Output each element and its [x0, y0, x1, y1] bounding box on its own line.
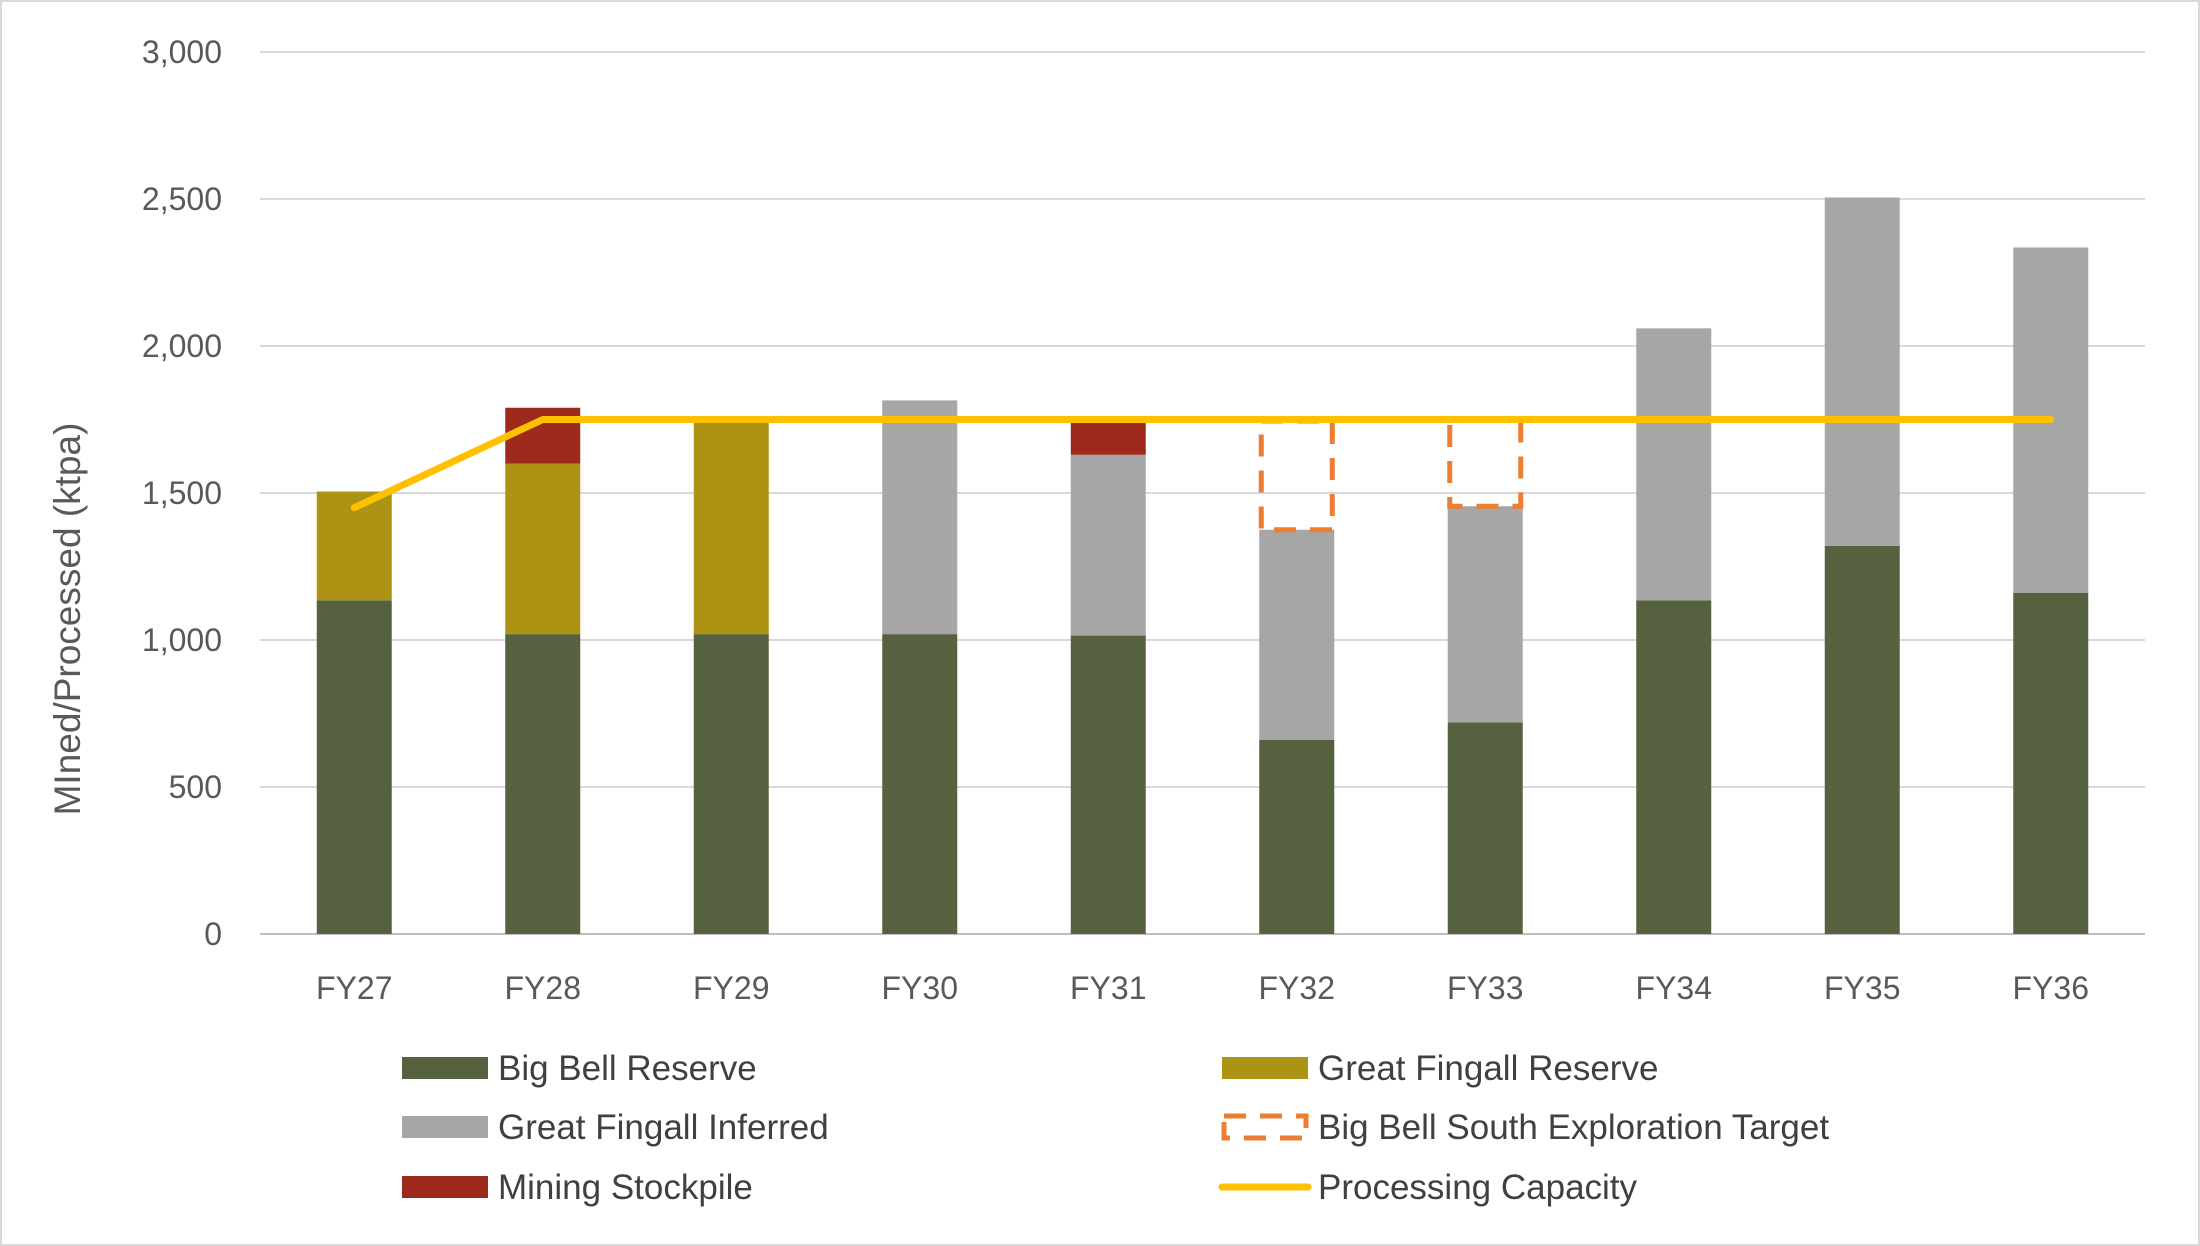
processing-capacity-line-group	[350, 416, 2055, 512]
bar-great-fingall-inferred	[1636, 328, 1712, 601]
legend-key-big-bell-south-exploration-target	[1221, 1113, 1309, 1141]
x-tick-label: FY29	[693, 970, 769, 1006]
bar-big-bell-reserve	[1447, 722, 1523, 934]
legend: Big Bell Reserve Great Fingall Reserve Gre…	[402, 1049, 1829, 1207]
bars	[316, 197, 2089, 934]
x-axis-ticks: FY27 FY28 FY29 FY30 FY31 FY32 FY33 FY34 FY35 FY36	[316, 970, 2089, 1006]
legend-label: Great Fingall Reserve	[1318, 1049, 1658, 1088]
x-tick-label: FY35	[1824, 970, 1900, 1006]
bar-big-bell-reserve	[2013, 592, 2089, 934]
bar-big-bell-reserve	[1259, 739, 1335, 934]
legend-key-great-fingall-inferred	[402, 1116, 488, 1138]
y-tick-label: 0	[204, 916, 222, 952]
x-tick-label: FY27	[316, 970, 392, 1006]
bar-big-bell-reserve	[1824, 545, 1900, 934]
legend-label: Great Fingall Inferred	[498, 1108, 829, 1147]
bar-great-fingall-inferred	[1824, 197, 1900, 546]
x-tick-label: FY34	[1636, 970, 1712, 1006]
bar-great-fingall-inferred	[882, 400, 958, 635]
y-tick-label: 2,000	[142, 328, 222, 364]
y-tick-label: 500	[169, 769, 222, 805]
legend-key-mining-stockpile	[402, 1176, 488, 1198]
y-tick-label: 3,000	[142, 34, 222, 70]
x-tick-label: FY30	[882, 970, 958, 1006]
x-tick-label: FY33	[1447, 970, 1523, 1006]
legend-key-great-fingall-reserve	[1222, 1057, 1308, 1079]
y-tick-label: 1,500	[142, 475, 222, 511]
legend-label: Big Bell Reserve	[498, 1049, 757, 1088]
legend-label: Processing Capacity	[1318, 1168, 1638, 1207]
x-tick-label: FY36	[2013, 970, 2089, 1006]
x-tick-label: FY31	[1070, 970, 1146, 1006]
bar-great-fingall-inferred	[1259, 529, 1335, 740]
bar-mining-stockpile	[1070, 419, 1146, 455]
bar-big-bell-reserve	[1070, 635, 1146, 934]
processing-capacity-line	[350, 416, 2055, 512]
bar-big-bell-south-exploration-target	[1258, 418, 1335, 533]
y-tick-label: 1,000	[142, 622, 222, 658]
bar-big-bell-reserve	[505, 634, 581, 934]
bar-big-bell-reserve	[693, 634, 769, 934]
bar-great-fingall-inferred	[1070, 454, 1146, 636]
bar-big-bell-reserve	[1636, 600, 1712, 934]
bar-great-fingall-reserve	[505, 463, 581, 635]
legend-key-big-bell-reserve	[402, 1057, 488, 1079]
bar-great-fingall-inferred	[1447, 506, 1523, 723]
bar-big-bell-reserve	[882, 634, 958, 934]
legend-label: Mining Stockpile	[498, 1168, 753, 1207]
x-tick-label: FY28	[505, 970, 581, 1006]
bar-great-fingall-reserve	[693, 419, 769, 635]
y-axis-title: MIned/Processed (ktpa)	[47, 423, 88, 816]
legend-label: Big Bell South Exploration Target	[1318, 1108, 1829, 1147]
bar-big-bell-reserve	[316, 600, 392, 934]
bar-big-bell-south-exploration-target	[1447, 417, 1524, 509]
y-axis-ticks: 0 500 1,000 1,500 2,000 2,500 3,000	[142, 34, 222, 952]
y-tick-label: 2,500	[142, 181, 222, 217]
x-tick-label: FY32	[1259, 970, 1335, 1006]
